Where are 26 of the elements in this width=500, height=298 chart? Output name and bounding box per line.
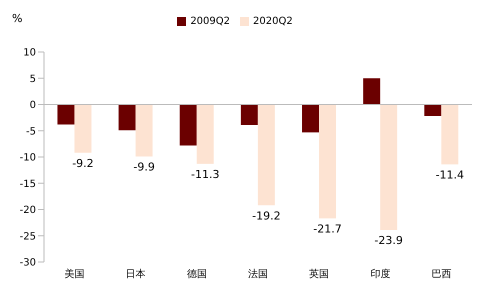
- y-tick-label: -20: [20, 205, 36, 216]
- y-tick-label: -5: [26, 126, 36, 138]
- y-tick-label: -25: [20, 231, 36, 242]
- x-tick-label: 印度: [370, 268, 390, 280]
- y-tick-label: 5: [30, 74, 36, 85]
- data-label: -9.9: [133, 160, 155, 174]
- y-tick-label: 10: [23, 48, 36, 59]
- y-tick-label: -30: [20, 258, 36, 269]
- legend-label: 2009Q2: [190, 16, 230, 27]
- y-tick-label: 0: [30, 100, 36, 112]
- data-label: -9.2: [72, 156, 94, 170]
- legend-label: 2020Q2: [253, 16, 293, 27]
- x-tick-label: 美国: [64, 268, 85, 280]
- x-tick-label: 德国: [186, 269, 207, 280]
- x-tick-label: 巴西: [431, 269, 452, 280]
- data-label: -11.4: [436, 168, 464, 182]
- data-label: -21.7: [313, 222, 342, 236]
- y-tick-label: -10: [20, 152, 36, 164]
- y-axis-title: %: [12, 12, 22, 25]
- y-tick-label: -15: [20, 178, 36, 190]
- x-tick-label: 日本: [126, 268, 146, 280]
- x-tick-label: 法国: [248, 268, 268, 280]
- data-label: -11.3: [191, 168, 220, 181]
- data-label: -19.2: [252, 209, 281, 222]
- data-label: -23.9: [374, 234, 403, 247]
- x-tick-label: 英国: [309, 268, 330, 280]
